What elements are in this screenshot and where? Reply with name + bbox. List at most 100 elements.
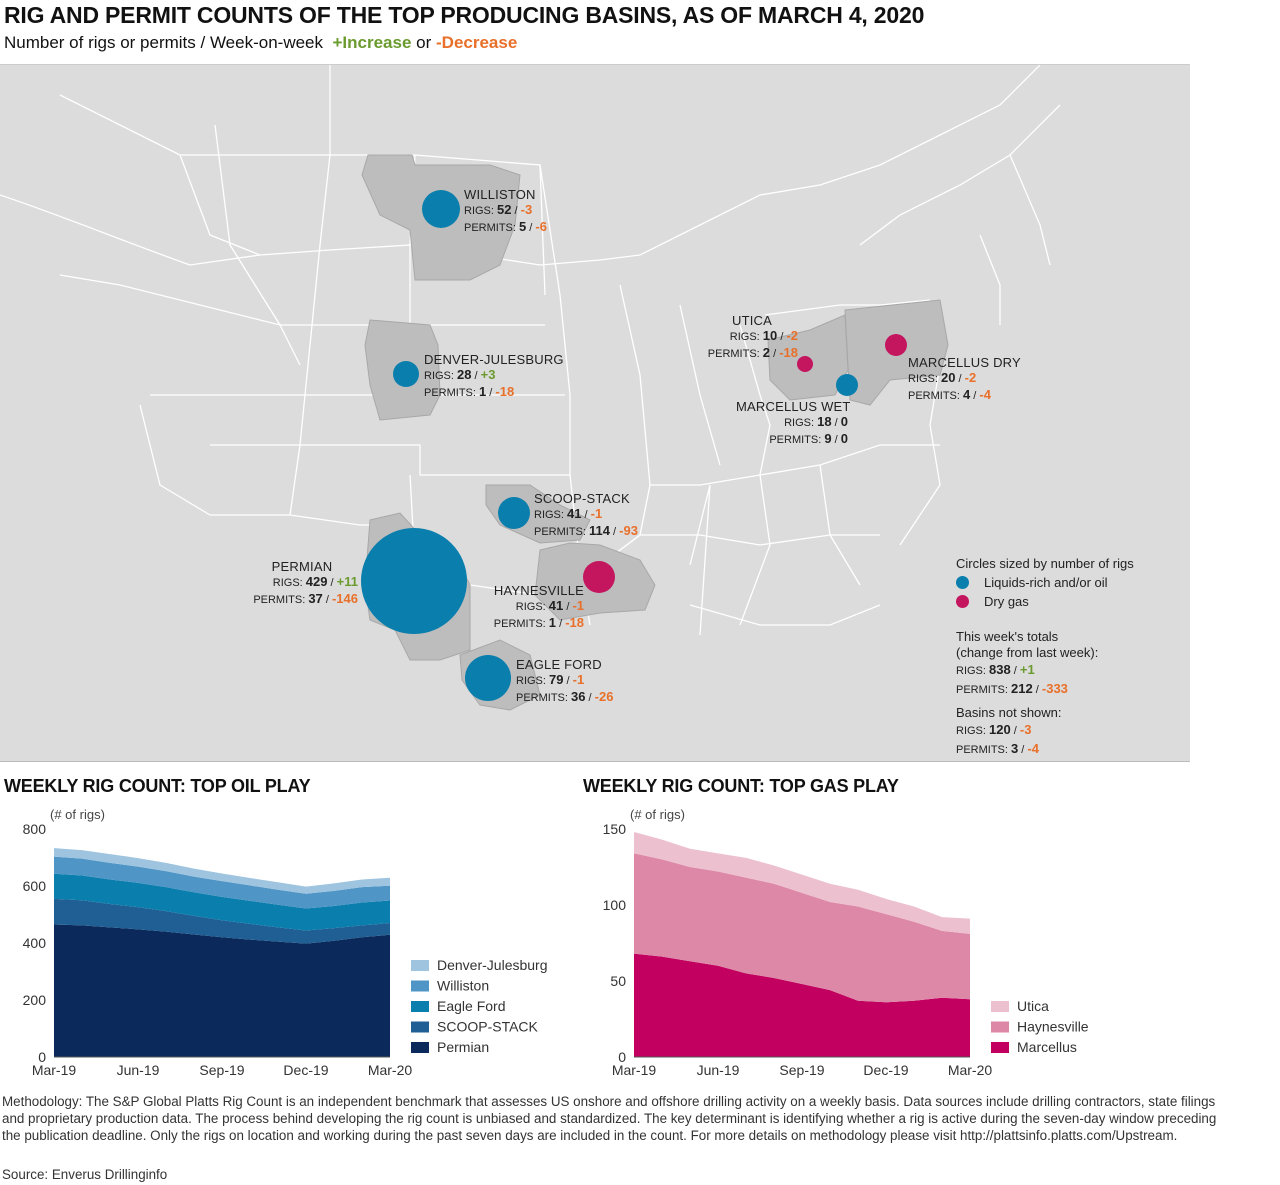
rigs-change: -1 — [572, 598, 584, 613]
basin-name: SCOOP-STACK — [534, 491, 630, 506]
legend-swatch — [411, 980, 429, 992]
rigs-line: RIGS: 18 / 0 — [784, 414, 848, 429]
rigs-value: 41 — [548, 598, 564, 613]
rigs-label: RIGS: — [784, 417, 815, 429]
permits-label: PERMITS: — [424, 387, 476, 399]
gas-rig-chart: (# of rigs) 0 50 100 150 Mar-19 Jun-19 Sep-19 De… — [603, 807, 1089, 1078]
marcellus-wet-label: MARCELLUS WET RIGS: 18 / 0 PERMITS: 9 / … — [736, 399, 850, 448]
legend-gas: Dry gas — [956, 594, 1186, 609]
map-legend: Circles sized by number of rigs Liquids-… — [956, 556, 1186, 759]
rigs-change: +1 — [1019, 662, 1035, 677]
y-tick-label: 0 — [38, 1049, 46, 1065]
rigs-label: RIGS: — [729, 331, 760, 343]
rigs-label: RIGS: — [516, 675, 546, 687]
legend-label: SCOOP-STACK — [437, 1019, 539, 1035]
eagle-ford-label: EAGLE FORD RIGS: 79 / -1 PERMITS: 36 / -… — [516, 657, 613, 706]
rigs-value: 41 — [567, 506, 582, 521]
permits-value: 1 — [548, 615, 557, 630]
rigs-line: RIGS: 52 / -3 — [464, 202, 533, 217]
legend-label: Eagle Ford — [437, 998, 505, 1014]
legend-swatch — [991, 1001, 1009, 1012]
x-tick-label: Mar-19 — [32, 1062, 77, 1078]
legend-label: Williston — [437, 978, 489, 994]
permits-value: 4 — [963, 387, 971, 402]
permits-line: PERMITS: 2 / -18 — [707, 345, 798, 360]
rigs-label: RIGS: — [424, 370, 454, 382]
denver-julesburg-circle — [393, 361, 419, 387]
haynesville-label: HAYNESVILLE RIGS: 41 / -1 PERMITS: 1 / -… — [488, 583, 584, 632]
gas-dot-icon — [956, 595, 969, 608]
y-tick-label: 100 — [603, 897, 627, 913]
basin-name: UTICA — [732, 313, 772, 328]
permits-label: PERMITS: — [516, 692, 568, 704]
rigs-value: 18 — [817, 414, 832, 429]
rigs-value: 28 — [457, 367, 472, 382]
permits-label: PERMITS: — [707, 348, 760, 360]
rigs-change: -3 — [520, 202, 533, 217]
utica-circle — [797, 356, 813, 372]
rigs-label: RIGS: — [272, 577, 303, 589]
rigs-value: 838 — [989, 662, 1011, 677]
rigs-change: -2 — [786, 328, 798, 343]
permits-label: PERMITS: — [956, 744, 1008, 756]
x-tick-label: Sep-19 — [199, 1062, 244, 1078]
rigs-change: +11 — [336, 574, 358, 589]
methodology-text: Methodology: The S&P Global Platts Rig C… — [2, 1094, 1217, 1143]
permits-label: PERMITS: — [908, 390, 960, 402]
y-tick-label: 150 — [603, 821, 627, 837]
rigs-label: RIGS: — [464, 205, 494, 217]
permits-change: -93 — [619, 523, 638, 538]
legend-label: Marcellus — [1017, 1039, 1077, 1055]
permits-line: PERMITS: 1 / -18 — [424, 384, 515, 399]
permits-line: PERMITS: 4 / -4 — [908, 387, 991, 402]
permits-value: 212 — [1011, 681, 1033, 696]
permits-line: PERMITS: 9 / 0 — [769, 431, 848, 446]
permits-value: 37 — [308, 591, 323, 606]
totals-rigs: RIGS: 838 / +1 — [956, 662, 1035, 677]
not-shown-heading: Basins not shown: — [956, 705, 1062, 720]
y-tick-label: 200 — [23, 992, 47, 1008]
williston-label: WILLISTON RIGS: 52 / -3 PERMITS: 5 / -6 — [464, 187, 547, 236]
legend-label: Denver-Julesburg — [437, 957, 548, 973]
y-tick-label: 600 — [23, 878, 47, 894]
subtitle-decrease: -Decrease — [436, 33, 518, 52]
subtitle-prefix: Number of rigs or permits / Week-on-week — [4, 33, 324, 52]
rigs-value: 20 — [941, 370, 956, 385]
area-williston — [54, 856, 390, 909]
haynesville-circle — [583, 561, 615, 593]
permits-change: -333 — [1041, 681, 1068, 696]
rigs-label: RIGS: — [956, 725, 986, 737]
permits-change: -26 — [594, 689, 614, 704]
legend-swatch — [991, 1021, 1009, 1033]
denver-julesburg-label: DENVER-JULESBURG RIGS: 28 / +3 PERMITS: … — [424, 352, 564, 401]
permits-value: 2 — [762, 345, 771, 360]
scoop-stack-label: SCOOP-STACK RIGS: 41 / -1 PERMITS: 114 /… — [534, 491, 638, 540]
x-tick-label: Mar-20 — [368, 1062, 413, 1078]
marcellus-dry-circle — [885, 334, 907, 356]
legend-label: Haynesville — [1017, 1019, 1089, 1035]
rigs-change: +3 — [480, 367, 496, 382]
basin-name: MARCELLUS DRY — [908, 355, 1021, 370]
totals-permits: PERMITS: 212 / -333 — [956, 681, 1068, 696]
rigs-line: RIGS: 79 / -1 — [516, 672, 585, 687]
legend-swatch — [411, 1042, 429, 1053]
rigs-change: -2 — [964, 370, 977, 385]
rigs-value: 120 — [989, 722, 1011, 737]
source-text: Source: Enverus Drillinginfo — [2, 1167, 168, 1182]
x-tick-label: Dec-19 — [863, 1062, 908, 1078]
permits-value: 5 — [519, 219, 527, 234]
area-eagle-ford — [54, 873, 390, 931]
x-tick-label: Mar-20 — [948, 1062, 993, 1078]
rigs-change: 0 — [840, 414, 848, 429]
oil-dot-icon — [956, 576, 969, 589]
permits-change: 0 — [840, 431, 848, 446]
basin-name: HAYNESVILLE — [493, 583, 584, 598]
y-tick-label: 50 — [610, 973, 626, 989]
y-tick-label: 800 — [23, 821, 47, 837]
permits-change: -6 — [535, 219, 547, 234]
rigs-value: 79 — [549, 672, 564, 687]
williston-circle — [422, 190, 460, 228]
permits-change: -18 — [495, 384, 515, 399]
rigs-label: RIGS: — [534, 509, 564, 521]
basin-name: DENVER-JULESBURG — [424, 352, 564, 367]
